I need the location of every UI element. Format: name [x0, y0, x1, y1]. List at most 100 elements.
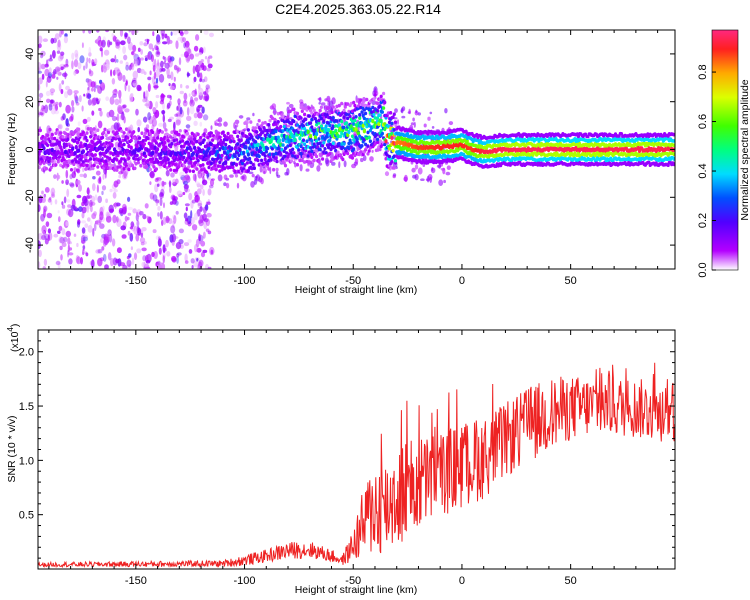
spectrogram-noise-cell [105, 215, 112, 223]
spectrogram-ridge-cell [268, 155, 272, 159]
spectrogram-noise-cell [46, 59, 49, 67]
spectrogram-noise-cell [171, 233, 177, 243]
spectrogram-noise-cell [184, 51, 189, 58]
spectrogram-noise-cell [155, 62, 162, 70]
spectrogram-noise-cell [157, 260, 161, 266]
spectrogram-ridge-cell [281, 137, 285, 143]
spectrogram-ridge-cell [208, 134, 212, 138]
spectrogram-noise-cell [157, 212, 160, 217]
spectrogram-ridge-cell [236, 142, 240, 146]
spectrogram-noise-cell [104, 234, 110, 244]
spectrogram-noise-cell [50, 107, 57, 115]
spectrogram-noise-cell [172, 30, 178, 36]
spectrogram-noise-cell [207, 266, 212, 269]
spectrogram-ridge-cell [158, 142, 162, 146]
spectrogram-noise-cell [102, 65, 107, 73]
spectrogram-ridge-cell [368, 107, 372, 112]
spectrogram-noise-cell [183, 242, 190, 247]
spectrogram-noise-cell [223, 121, 228, 127]
spectrogram-ridge-cell [66, 163, 70, 168]
spectrogram-ridge-cell [256, 142, 260, 148]
spectrogram-ridge-cell [164, 145, 168, 150]
spectrogram-noise-cell [95, 219, 101, 226]
spectrogram-ridge-cell [672, 143, 675, 148]
spectrogram-ridge-cell [75, 141, 80, 145]
spectrogram-noise-cell [394, 108, 398, 113]
spectrogram-noise-cell [184, 174, 190, 181]
spectrogram-noise-cell [133, 252, 138, 260]
spectrogram-noise-cell [88, 52, 92, 57]
spectrogram-noise-cell [159, 191, 164, 198]
spectrogram-noise-cell [78, 95, 82, 103]
spectrogram-ridge-cell [353, 118, 357, 123]
spectrogram-noise-cell [165, 217, 171, 222]
spectrogram-x-tick-label: 50 [565, 275, 577, 287]
spectrogram-ridge-cell [328, 123, 332, 128]
spectrogram-ridge-cell [71, 159, 75, 163]
spectrogram-ridge-cell [672, 157, 675, 161]
spectrogram-noise-cell [82, 195, 88, 204]
spectrogram-noise-cell [187, 239, 192, 243]
spectrogram-ridge-cell [195, 167, 199, 171]
snr-x-ticks: -150 -100 -50 0 50 [48, 330, 659, 587]
spectrogram-noise-cell [88, 46, 91, 56]
spectrogram-ridge-cell [359, 150, 363, 154]
spectrogram-ridge-cell [77, 127, 81, 132]
spectrogram-ridge-cell [279, 142, 283, 147]
spectrogram-noise-cell [61, 80, 65, 85]
spectrogram-noise-cell [243, 128, 247, 132]
spectrogram-ridge-cell [366, 152, 370, 156]
spectrogram-noise-cell [445, 171, 451, 176]
spectrogram-noise-cell [209, 32, 214, 38]
spectrogram-ridge-cell [350, 119, 355, 123]
spectrogram-ridge-cell [114, 165, 118, 169]
spectrogram-ridge-cell [292, 107, 296, 112]
spectrogram-ridge-cell [178, 140, 182, 144]
spectrogram-noise-cell [49, 88, 56, 94]
spectrogram-noise-cell [156, 51, 161, 55]
spectrogram-noise-cell [360, 157, 364, 163]
spectrogram-ridge-cell [287, 152, 291, 156]
spectrogram-noise-cell [208, 55, 213, 59]
spectrogram-noise-cell [97, 85, 101, 94]
spectrogram-noise-cell [411, 167, 416, 173]
spectrogram-ridge-cell [362, 108, 366, 112]
spectrogram-ridge-cell [218, 135, 222, 140]
spectrogram-ridge-cell [286, 144, 290, 148]
spectrogram-ridge-cell [246, 140, 250, 145]
spectrogram-noise-cell [92, 176, 96, 180]
spectrogram-noise-cell [50, 193, 56, 198]
spectrogram-ridge-cell [384, 139, 388, 144]
spectrogram-ridge-cell [224, 160, 228, 164]
spectrogram-ridge-cell [54, 131, 58, 135]
spectrogram-ridge-cell [184, 170, 188, 174]
spectrogram-ridge-cell [178, 160, 182, 165]
spectrogram-ridge-cell [99, 158, 103, 163]
spectrogram-ridge-cell [213, 136, 217, 140]
spectrogram-ridge-cell [372, 112, 376, 117]
spectrogram-noise-cell [66, 188, 70, 198]
spectrogram-noise-cell [147, 52, 150, 60]
spectrogram-ridge-cell [236, 134, 240, 139]
spectrogram-ridge-cell [202, 138, 206, 142]
spectrogram-ridge-cell [120, 129, 124, 133]
spectrogram-ridge-cell [169, 135, 173, 139]
spectrogram-ridge-cell [289, 150, 294, 155]
spectrogram-ridge-cell [80, 154, 84, 159]
spectrogram-noise-cell [121, 234, 127, 239]
spectrogram-noise-cell [102, 205, 105, 211]
spectrogram-noise-cell [294, 162, 297, 168]
spectrogram-noise-cell [61, 201, 64, 206]
spectrogram-noise-cell [170, 172, 175, 178]
spectrogram-ridge-cell [349, 141, 353, 145]
spectrogram-noise-cell [110, 258, 114, 267]
spectrogram-noise-cell [83, 235, 88, 239]
spectrogram-noise-cell [196, 258, 199, 262]
spectrogram-noise-cell [138, 211, 144, 216]
spectrogram-noise-cell [199, 206, 203, 212]
spectrogram-noise-cell [143, 71, 147, 75]
spectrogram-noise-cell [216, 119, 220, 122]
spectrogram-noise-cell [132, 44, 137, 53]
spectrogram-ridge-cell [68, 134, 72, 139]
spectrogram-ridge-cell [273, 117, 277, 122]
